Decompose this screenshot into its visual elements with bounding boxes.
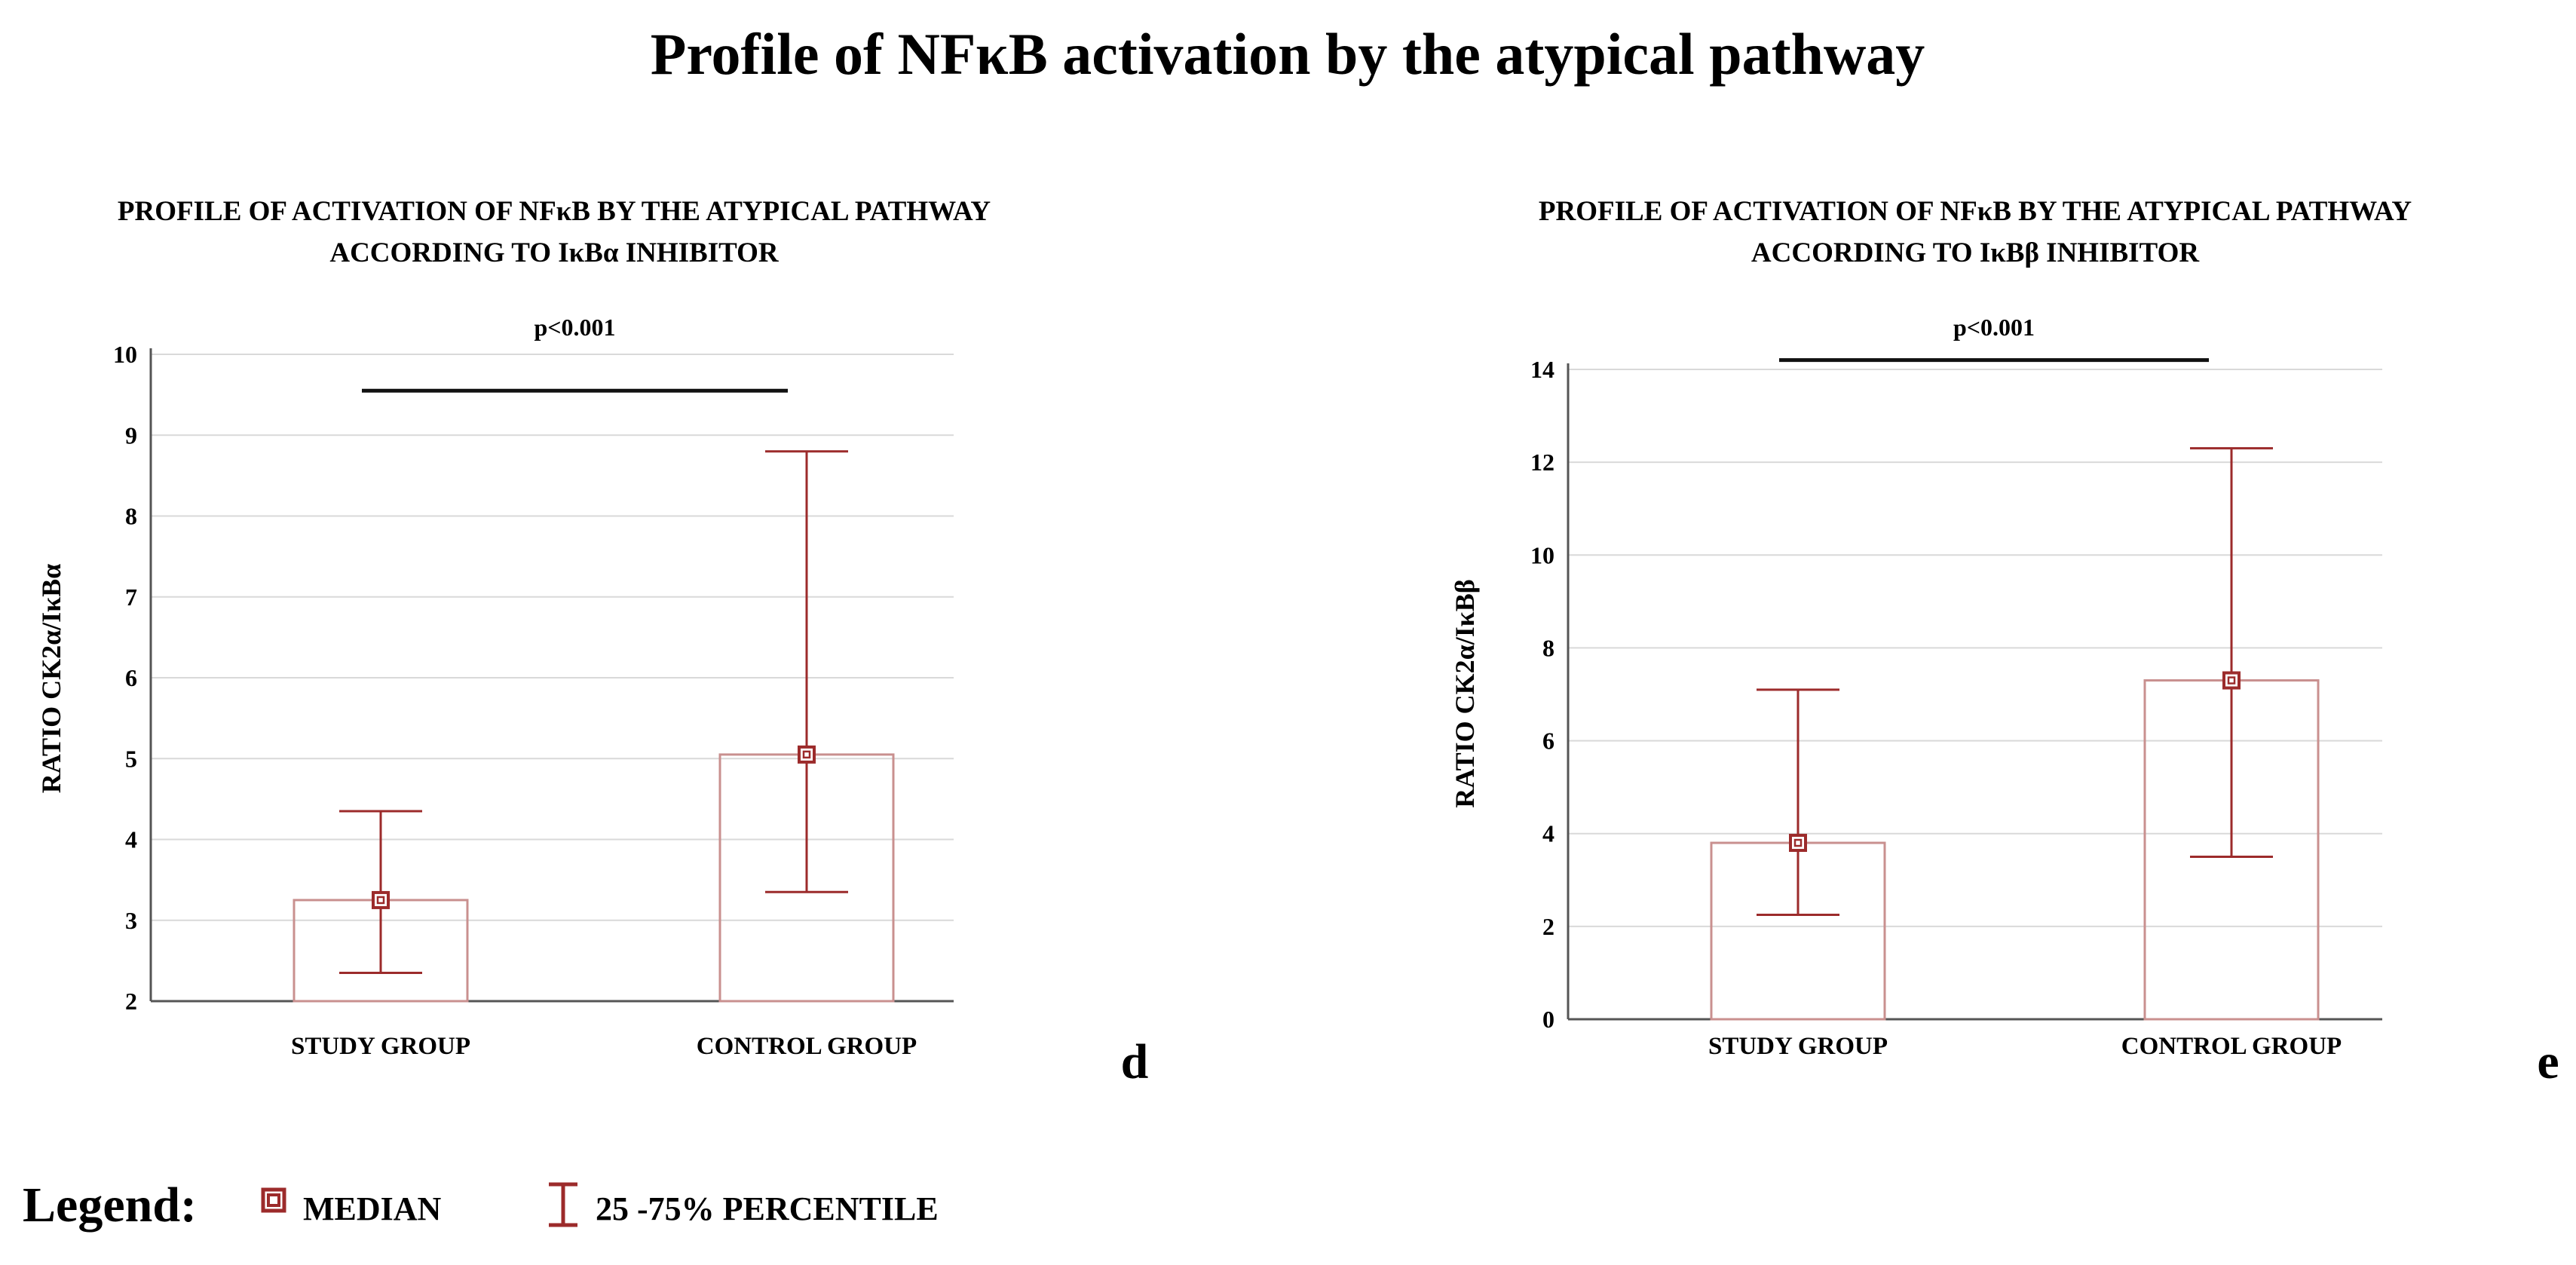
y-tick-label: 5 xyxy=(125,745,137,772)
legend-percentile-label: 25 -75% PERCENTILE xyxy=(596,1190,939,1227)
legend: Legend: MEDIAN 25 -75% PERCENTILE xyxy=(23,1178,939,1233)
chart-panel-d: PROFILE OF ACTIVATION OF NFκB BY THE ATY… xyxy=(36,196,991,1060)
median-marker xyxy=(798,745,816,764)
median-marker xyxy=(372,890,390,909)
legend-title: Legend: xyxy=(23,1178,197,1233)
median-marker xyxy=(2222,671,2241,690)
x-category-label: STUDY GROUP xyxy=(291,1033,470,1060)
p-value-label: p<0.001 xyxy=(534,314,615,341)
x-category-label: CONTROL GROUP xyxy=(697,1033,917,1060)
median-marker-inner xyxy=(802,750,811,759)
y-tick-label: 2 xyxy=(1542,913,1554,940)
y-tick-label: 7 xyxy=(125,583,137,611)
y-tick-label: 8 xyxy=(125,503,137,530)
chart-title-line: ACCORDING TO IκBβ INHIBITOR xyxy=(1751,237,2200,268)
panel-letter-e: e xyxy=(2537,1034,2559,1089)
median-marker-inner xyxy=(2227,676,2236,685)
y-tick-label: 12 xyxy=(1530,449,1554,476)
y-tick-label: 0 xyxy=(1542,1006,1554,1033)
main-title: Profile of NFκB activation by the atypic… xyxy=(651,21,1925,87)
y-tick-label: 8 xyxy=(1542,634,1554,661)
y-tick-label: 10 xyxy=(113,341,137,368)
y-tick-label: 6 xyxy=(125,664,137,691)
median-marker xyxy=(1789,834,1807,853)
x-category-label: CONTROL GROUP xyxy=(2121,1033,2342,1060)
x-category-label: STUDY GROUP xyxy=(1708,1033,1888,1060)
p-value-label: p<0.001 xyxy=(1953,314,2035,341)
y-tick-label: 4 xyxy=(125,826,137,853)
legend-median-label: MEDIAN xyxy=(303,1190,442,1227)
y-axis-label: RATIO CK2α/IκBα xyxy=(36,564,66,794)
y-axis-label: RATIO CK2α/IκBβ xyxy=(1450,579,1480,807)
median-icon xyxy=(261,1187,286,1213)
y-tick-label: 14 xyxy=(1530,356,1554,383)
y-tick-label: 3 xyxy=(125,907,137,934)
panel-letter-d: d xyxy=(1121,1034,1149,1089)
y-tick-label: 9 xyxy=(125,421,137,449)
median-marker-inner xyxy=(1793,838,1803,847)
chart-title-line: ACCORDING TO IκBα INHIBITOR xyxy=(329,237,780,268)
percentile-icon xyxy=(549,1182,577,1227)
y-tick-label: 4 xyxy=(1542,820,1554,847)
chart-panel-e: PROFILE OF ACTIVATION OF NFκB BY THE ATY… xyxy=(1450,196,2412,1060)
y-tick-label: 10 xyxy=(1530,541,1554,568)
y-tick-label: 6 xyxy=(1542,727,1554,755)
chart-title-line: PROFILE OF ACTIVATION OF NFκB BY THE ATY… xyxy=(1539,196,2412,227)
chart-title-line: PROFILE OF ACTIVATION OF NFκB BY THE ATY… xyxy=(118,196,991,227)
median-marker-inner xyxy=(376,896,385,905)
y-tick-label: 2 xyxy=(125,988,137,1015)
